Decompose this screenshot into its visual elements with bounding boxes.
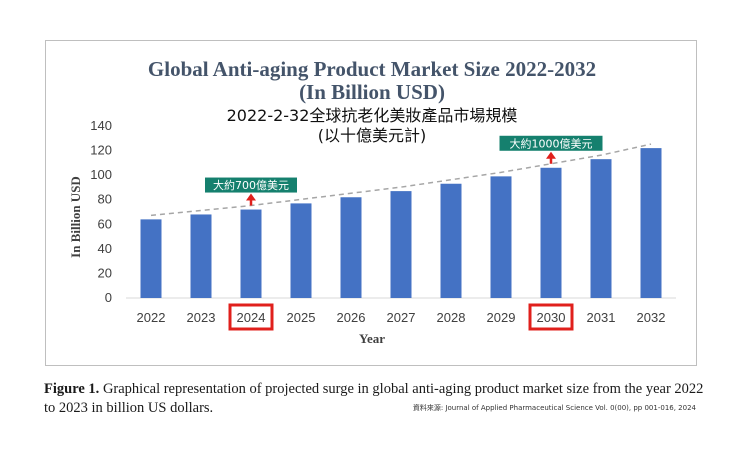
- annotation-label-2030: 大約1000億美元: [510, 136, 593, 150]
- x-tick-label-2029: 2029: [487, 310, 516, 325]
- x-axis-label: Year: [359, 331, 385, 346]
- bar-2032: [640, 148, 662, 298]
- y-tick-label: 80: [98, 192, 112, 207]
- y-axis-label: In Billion USD: [68, 176, 83, 258]
- bar-2028: [440, 183, 462, 298]
- bar-2025: [290, 203, 312, 298]
- y-tick-label: 120: [90, 143, 112, 158]
- bar-2027: [390, 191, 412, 298]
- x-tick-label-2030: 2030: [537, 310, 566, 325]
- bars: [140, 148, 662, 298]
- highlight-box-2030: [528, 303, 574, 331]
- bar-chart: Global Anti-aging Product Market Size 20…: [68, 57, 676, 346]
- x-tick-label-2032: 2032: [637, 310, 666, 325]
- y-tick-label: 100: [90, 167, 112, 182]
- annotation-arrow-head-2030: [546, 151, 556, 159]
- annotation-arrow-head-2024: [246, 193, 256, 201]
- y-tick-label: 140: [90, 118, 112, 133]
- highlight-box-2024: [228, 303, 274, 331]
- bar-2030: [540, 167, 562, 298]
- source-citation: 資料來源: Journal of Applied Pharmaceutical …: [412, 404, 696, 412]
- x-tick-label-2028: 2028: [437, 310, 466, 325]
- caption-text: Graphical representation of projected su…: [44, 381, 704, 416]
- annotation-badge-2024: [205, 177, 297, 193]
- x-tick-label-2027: 2027: [387, 310, 416, 325]
- chart-title-line2: (In Billion USD): [299, 80, 445, 104]
- annotations: 大約700億美元 大約1000億美元: [205, 135, 603, 206]
- x-tick-label-2023: 2023: [187, 310, 216, 325]
- bar-2026: [340, 197, 362, 298]
- trend-line: [150, 143, 652, 217]
- caption-label: Figure 1.: [44, 381, 100, 397]
- chart-subtitle-line2: (以十億美元計): [318, 126, 427, 145]
- bar-2029: [490, 176, 512, 298]
- x-tick-label-2031: 2031: [587, 310, 616, 325]
- bar-2023: [190, 214, 212, 298]
- figure-caption: Figure 1. Graphical representation of pr…: [44, 380, 714, 418]
- bar-2031: [590, 159, 612, 298]
- y-tick-label: 60: [98, 216, 112, 231]
- annotation-label-2024: 大約700億美元: [213, 178, 289, 192]
- chart-title: Global Anti-aging Product Market Size 20…: [148, 57, 596, 81]
- x-axis-ticks: 2022 2023 2024 2025 2026 2027 2028 2029 2030 2031…: [137, 303, 666, 331]
- y-axis-ticks: 0 20 40 60 80 100 120 140: [90, 118, 112, 305]
- chart-subtitle: 2022-2-32全球抗老化美妝產品市場規模: [227, 106, 518, 125]
- bar-2022: [140, 219, 162, 298]
- bar-2024: [240, 209, 262, 298]
- x-tick-label-2026: 2026: [337, 310, 366, 325]
- x-tick-label-2025: 2025: [287, 310, 316, 325]
- annotation-badge-2030: [499, 135, 603, 151]
- x-tick-label-2024: 2024: [237, 310, 266, 325]
- x-tick-label-2022: 2022: [137, 310, 166, 325]
- chart-frame: Global Anti-aging Product Market Size 20…: [45, 40, 697, 366]
- y-tick-label: 0: [105, 290, 112, 305]
- y-tick-label: 20: [98, 265, 112, 280]
- y-tick-label: 40: [98, 241, 112, 256]
